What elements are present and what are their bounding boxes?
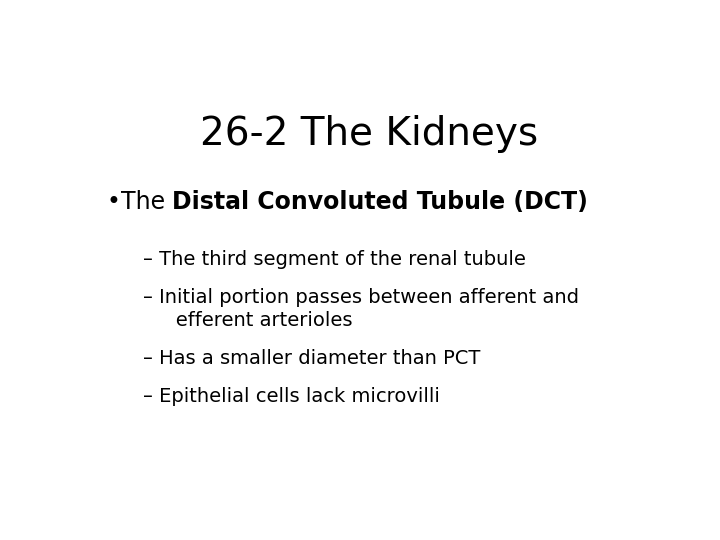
Text: – Has a smaller diameter than PCT: – Has a smaller diameter than PCT [143, 349, 480, 368]
Text: – Epithelial cells lack microvilli: – Epithelial cells lack microvilli [143, 388, 440, 407]
Text: •: • [107, 190, 121, 213]
Text: efferent arterioles: efferent arterioles [157, 311, 353, 330]
Text: 26-2 The Kidneys: 26-2 The Kidneys [200, 114, 538, 153]
Text: – Initial portion passes between afferent and: – Initial portion passes between afferen… [143, 288, 579, 307]
Text: The: The [121, 190, 172, 213]
Text: Distal Convoluted Tubule (DCT): Distal Convoluted Tubule (DCT) [172, 190, 588, 213]
Text: – The third segment of the renal tubule: – The third segment of the renal tubule [143, 250, 526, 269]
